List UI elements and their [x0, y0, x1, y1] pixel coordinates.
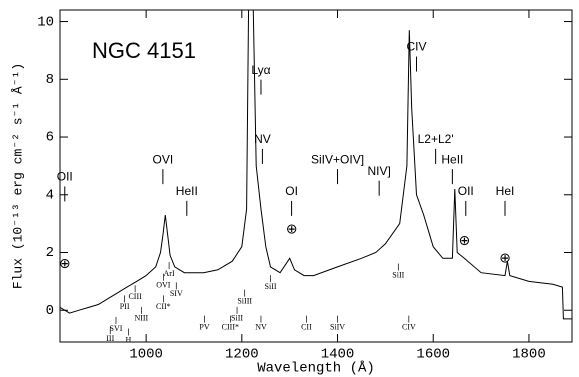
emission-label: CIV [406, 40, 426, 54]
emission-label: L2+L2' [418, 132, 454, 146]
absorption-label: SiII [265, 282, 277, 291]
absorption-label: SIV [170, 289, 183, 298]
absorption-label: CIII [128, 292, 142, 301]
emission-label: HeII [441, 152, 463, 166]
plot-area [60, 10, 572, 320]
emission-label: OVI [153, 152, 174, 166]
y-tick-label: 8 [46, 72, 54, 88]
emission-label: OII [57, 170, 73, 184]
absorption-label: PII [120, 302, 130, 311]
emission-label: NIV] [367, 164, 390, 178]
x-tick-label: 1000 [129, 347, 163, 363]
emission-label: OII [458, 184, 474, 198]
plot-frame [59, 9, 573, 343]
y-axis-label: Flux (10⁻¹³ erg cm⁻² s⁻¹ Å⁻¹) [10, 63, 25, 289]
absorption-label: SiII [231, 314, 243, 323]
absorption-label: ArI [164, 269, 175, 278]
emission-label: OI [285, 184, 298, 198]
earth-symbol: ⊕ [59, 256, 71, 272]
emission-label: HeI [496, 184, 515, 198]
earth-symbol: ⊕ [499, 250, 511, 266]
absorption-label: CII [301, 322, 312, 331]
y-tick-label: 10 [37, 14, 54, 30]
y-tick-label: 4 [46, 187, 54, 203]
absorption-label: CIV [402, 322, 416, 331]
absorption-label: SiIII [237, 296, 252, 305]
emission-label: SiIV+OIV] [311, 152, 364, 166]
emission-label: Lyα [251, 63, 270, 77]
x-tick-label: 1400 [321, 347, 355, 363]
absorption-label: OVI [156, 281, 171, 290]
x-tick-label: 1800 [512, 347, 546, 363]
absorption-label: SiIV [330, 322, 345, 331]
earth-symbol: ⊕ [286, 221, 298, 237]
emission-label: HeII [176, 184, 198, 198]
absorption-label: CII* [156, 302, 171, 311]
emission-label: NV [254, 132, 271, 146]
absorption-label: NIII [134, 314, 148, 323]
absorption-label: SiII [392, 270, 404, 279]
absorption-label: H [126, 335, 132, 344]
y-tick-label: 2 [46, 245, 54, 261]
chart-title: NGC 4151 [92, 38, 196, 63]
absorption-label: CIII* [222, 322, 239, 331]
y-tick-label: 0 [46, 303, 54, 319]
x-tick-label: 1200 [225, 347, 259, 363]
x-tick-label: 1600 [416, 347, 450, 363]
absorption-label: III [106, 334, 114, 343]
earth-symbol: ⊕ [458, 233, 470, 249]
absorption-label: PV [199, 322, 209, 331]
spectrum-line [60, 10, 572, 320]
absorption-label: NV [255, 322, 267, 331]
x-axis-label: Wavelength (Å) [257, 360, 375, 377]
y-tick-label: 6 [46, 130, 54, 146]
absorption-label: SVI [110, 324, 123, 333]
